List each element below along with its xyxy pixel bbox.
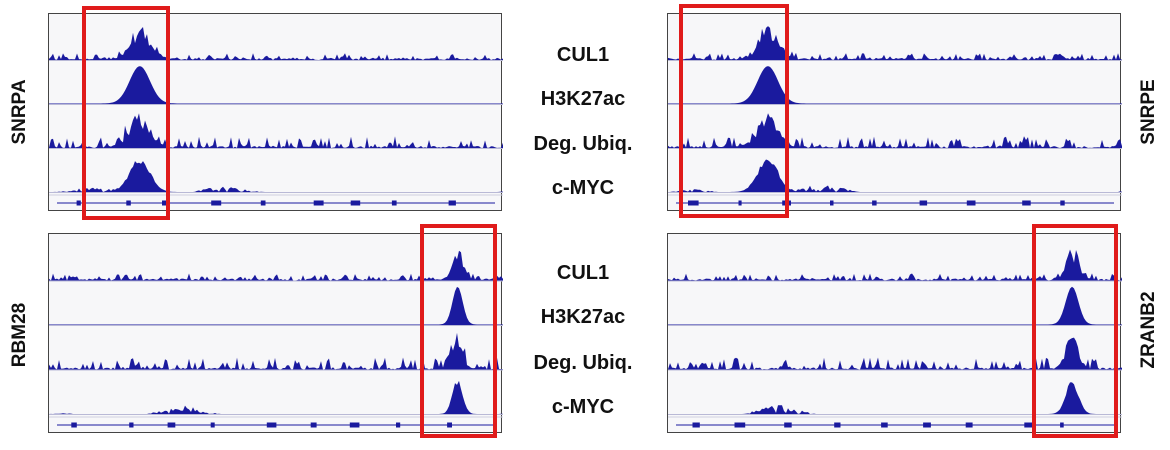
exon-mark	[688, 200, 699, 206]
exon-mark	[738, 200, 742, 206]
signal-track-deg-ubiq	[49, 113, 503, 148]
track-plot-snrpa	[49, 27, 503, 206]
exon-mark	[872, 200, 877, 206]
exon-mark	[1022, 200, 1031, 206]
highlight-box-snrpe	[679, 4, 789, 218]
signal-track-deg-ubiq	[668, 113, 1122, 148]
signal-track-deg-ubiq	[49, 332, 503, 370]
exon-mark	[692, 422, 700, 428]
exon-mark	[966, 200, 976, 206]
exon-mark	[1060, 422, 1064, 428]
track-label-h3k27ac-top: H3K27ac	[540, 88, 626, 110]
exon-mark	[167, 422, 176, 428]
signal-track-cul1	[668, 26, 1122, 61]
track-plot-zranb2	[668, 249, 1122, 428]
signal-track-h3k27ac	[668, 286, 1122, 325]
track-label-h3k27ac-bottom: H3K27ac	[540, 306, 626, 328]
exon-mark	[76, 200, 81, 206]
track-label-deg-ubiq-top: Deg. Ubiq.	[533, 133, 633, 155]
track-label-cmyc-top: c-MYC	[551, 177, 615, 199]
signal-track-cul1	[668, 249, 1122, 281]
exon-mark	[391, 200, 397, 206]
track-plot-rbm28	[49, 250, 503, 428]
exon-mark	[313, 200, 324, 206]
signal-track-cmyc	[668, 382, 1122, 414]
signal-track-cmyc	[49, 380, 503, 414]
track-label-cul1-bottom: CUL1	[556, 262, 610, 284]
signal-track-cmyc	[49, 161, 503, 192]
gene-label-snrpa: SNRPA	[9, 79, 30, 145]
highlight-box-snrpa	[82, 6, 170, 220]
gene-label-snrpe: SNRPE	[1138, 79, 1159, 145]
exon-mark	[1024, 422, 1035, 428]
exon-mark	[734, 422, 746, 428]
highlight-box-rbm28	[420, 224, 497, 438]
exon-mark	[266, 422, 277, 428]
exon-mark	[448, 200, 456, 206]
signal-track-cul1	[49, 250, 503, 281]
signal-track-cmyc	[668, 159, 1122, 192]
exon-mark	[919, 200, 928, 206]
exon-mark	[923, 422, 931, 428]
track-plot-snrpe	[668, 26, 1122, 206]
exon-mark	[784, 422, 792, 428]
exon-mark	[350, 200, 361, 206]
signal-track-cul1	[49, 27, 503, 60]
exon-mark	[260, 200, 266, 206]
track-panel-zranb2	[667, 233, 1122, 433]
track-label-deg-ubiq-bottom: Deg. Ubiq.	[533, 352, 633, 374]
gene-label-rbm28: RBM28	[9, 302, 30, 368]
exon-mark	[830, 200, 834, 206]
exon-mark	[71, 422, 77, 428]
exon-mark	[396, 422, 401, 428]
track-panel-snrpa	[48, 13, 503, 211]
track-panel-rbm28	[48, 233, 503, 433]
exon-mark	[126, 200, 131, 206]
exon-mark	[881, 422, 888, 428]
gene-label-zranb2: ZRANB2	[1138, 291, 1159, 369]
exon-mark	[834, 422, 841, 428]
signal-track-h3k27ac	[49, 66, 503, 104]
signal-track-deg-ubiq	[668, 337, 1122, 370]
exon-mark	[211, 200, 222, 206]
track-label-cmyc-bottom: c-MYC	[551, 396, 615, 418]
exon-mark	[310, 422, 317, 428]
exon-mark	[129, 422, 134, 428]
signal-track-h3k27ac	[668, 66, 1122, 104]
exon-mark	[210, 422, 215, 428]
highlight-box-zranb2	[1032, 224, 1118, 438]
exon-mark	[349, 422, 360, 428]
signal-track-h3k27ac	[49, 286, 503, 325]
track-panel-snrpe	[667, 13, 1122, 211]
exon-mark	[1060, 200, 1065, 206]
track-label-cul1-top: CUL1	[556, 44, 610, 66]
exon-mark	[447, 422, 452, 428]
exon-mark	[965, 422, 973, 428]
